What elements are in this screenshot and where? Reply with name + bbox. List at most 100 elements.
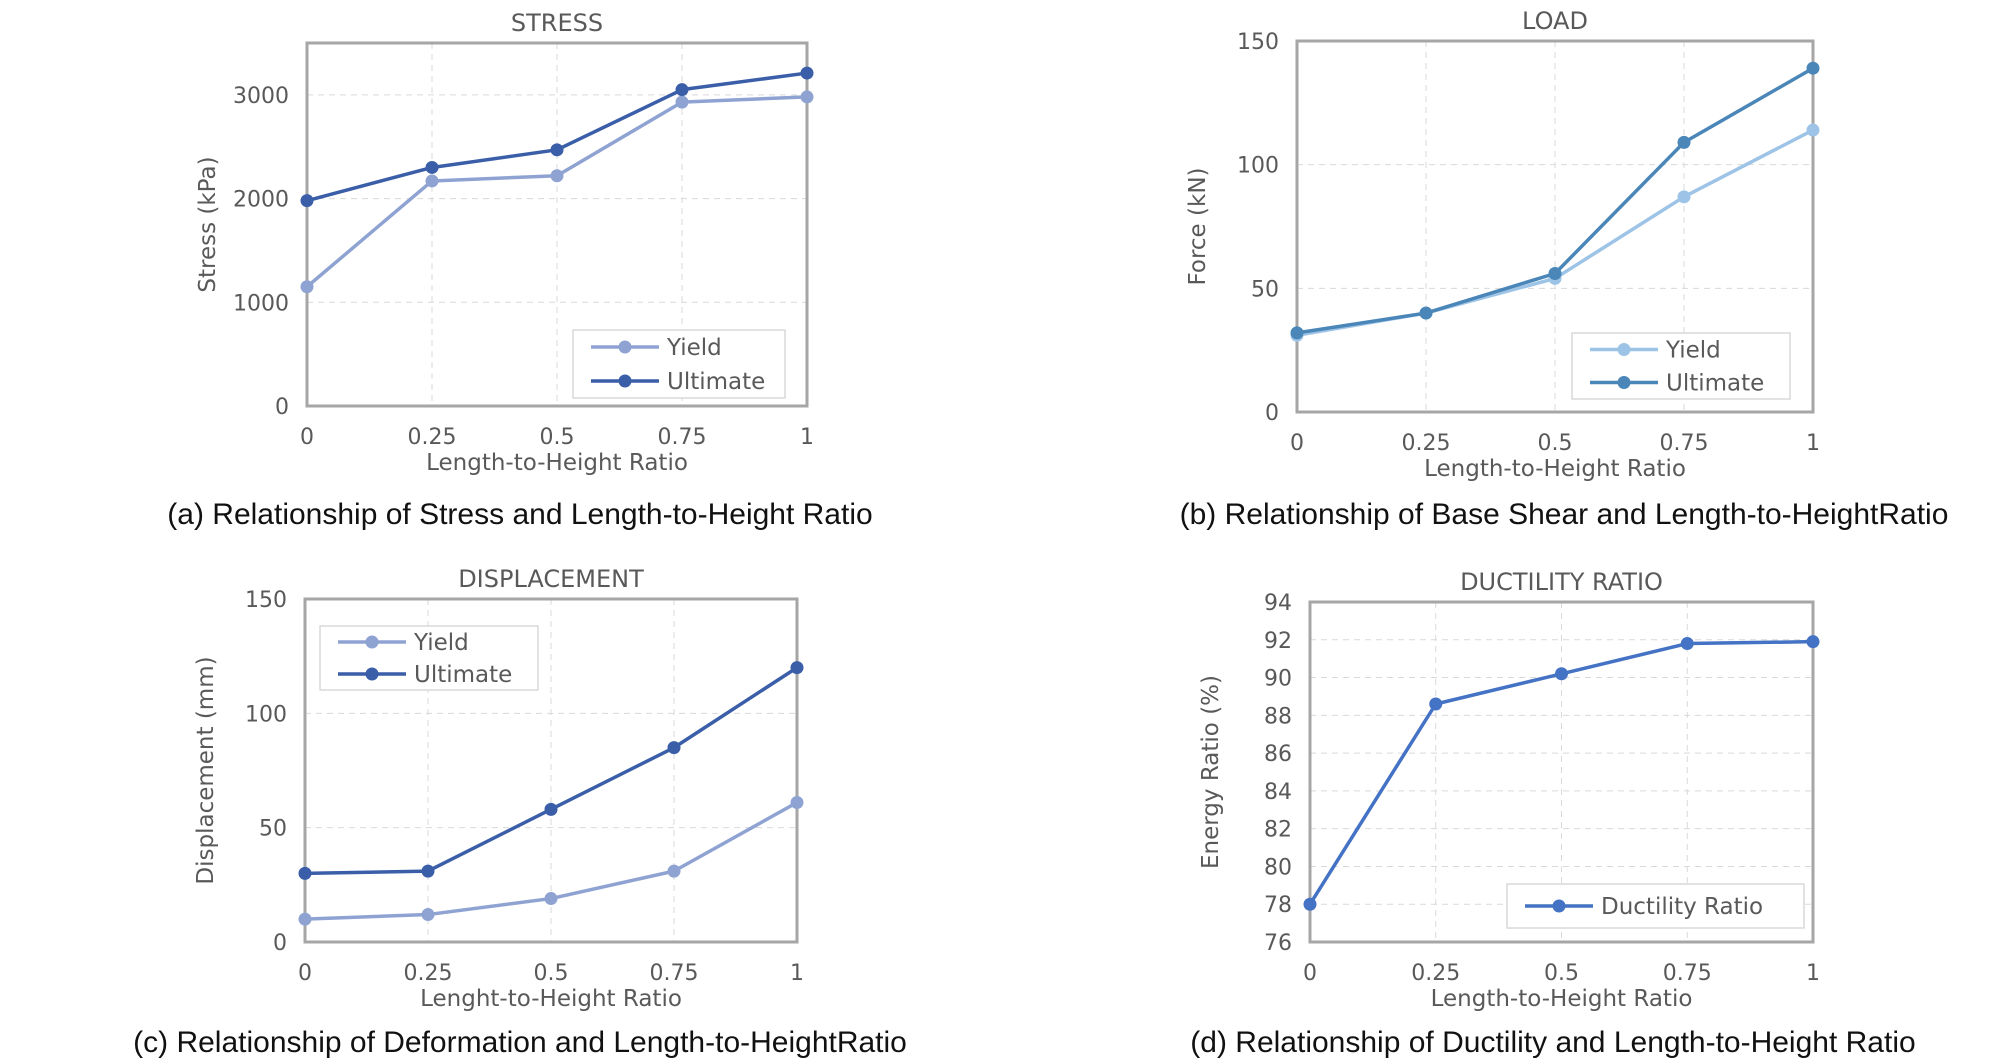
legend-swatch-marker — [365, 667, 379, 681]
chart-panel-b: 0 50 100 150 0 0.25 0.5 0.75 1 LOAD Length-to-Heig… — [1004, 0, 2008, 505]
chart-title: LOAD — [1522, 7, 1588, 35]
y-tick-label: 82 — [1264, 818, 1292, 843]
x-tick-label: 0.5 — [540, 425, 575, 450]
x-axis-label: Length-to-Height Ratio — [1431, 986, 1693, 1012]
y-tick-label: 50 — [259, 817, 287, 842]
y-axis-label: Displacement (mm) — [193, 656, 219, 884]
legend-swatch-marker — [1552, 899, 1566, 913]
y-tick-label: 86 — [1264, 742, 1292, 767]
plot-frame — [305, 41, 809, 408]
legend-box — [1571, 332, 1791, 400]
data-point — [790, 661, 804, 675]
x-tick-label: 0.5 — [534, 961, 569, 986]
x-tick-label: 0.25 — [1411, 961, 1460, 986]
legend-label: Ductility Ratio — [1601, 894, 1763, 920]
y-tick-label: 88 — [1264, 704, 1292, 729]
y-tick-label: 76 — [1264, 931, 1292, 956]
y-tick-label: 90 — [1264, 667, 1292, 692]
legend-label: Ultimate — [667, 369, 765, 395]
data-point — [298, 912, 312, 926]
data-point — [550, 169, 564, 183]
y-tick-label: 3000 — [233, 84, 289, 109]
data-point — [1429, 697, 1443, 711]
y-tick-label: 1000 — [233, 291, 289, 316]
x-tick-label: 0.75 — [658, 425, 707, 450]
data-point — [421, 864, 435, 878]
plot-frame — [1295, 39, 1815, 414]
data-point — [675, 83, 689, 97]
legend-swatch-marker — [618, 340, 632, 354]
y-axis-label: Energy Ratio (%) — [1198, 675, 1224, 869]
data-point — [1419, 306, 1433, 320]
data-point — [1806, 123, 1820, 137]
data-point — [425, 160, 439, 174]
legend-label: Ultimate — [1666, 371, 1764, 397]
y-tick-label: 0 — [275, 395, 289, 420]
data-point — [544, 802, 558, 816]
y-tick-label: 84 — [1264, 780, 1292, 805]
data-point — [1303, 897, 1317, 911]
chart-title: DUCTILITY RATIO — [1460, 568, 1663, 596]
legend-label: Yield — [1665, 338, 1721, 364]
y-tick-label: 0 — [273, 931, 287, 956]
y-tick-label: 80 — [1264, 855, 1292, 880]
x-tick-label: 0.75 — [650, 961, 699, 986]
legend-label: Ultimate — [414, 662, 512, 688]
chart-title: STRESS — [511, 9, 603, 37]
data-point — [1806, 61, 1820, 75]
plot-frame — [1308, 600, 1815, 944]
x-axis-label: Lenght-to-Height Ratio — [420, 986, 682, 1012]
legend-swatch-marker — [618, 374, 632, 388]
y-tick-label: 78 — [1264, 893, 1292, 918]
data-point — [1806, 635, 1820, 649]
x-tick-label: 1 — [790, 961, 804, 986]
legend-box — [319, 625, 539, 691]
legend-box — [572, 329, 786, 399]
legend-label: Yield — [666, 335, 722, 361]
x-tick-label: 0 — [298, 961, 312, 986]
data-point — [300, 194, 314, 208]
y-axis-label: Stress (kPa) — [195, 156, 221, 292]
legend-swatch-marker — [365, 635, 379, 649]
x-tick-label: 0.25 — [408, 425, 457, 450]
data-point — [667, 864, 681, 878]
x-tick-label: 0.25 — [1402, 431, 1451, 456]
y-tick-label: 100 — [245, 702, 287, 727]
x-tick-label: 0.25 — [404, 961, 453, 986]
data-point — [1548, 266, 1562, 280]
y-tick-label: 0 — [1265, 401, 1279, 426]
chart-title: DISPLACEMENT — [458, 565, 644, 593]
legend-swatch-marker — [1617, 376, 1631, 389]
caption-a: (a) Relationship of Stress and Length-to… — [167, 498, 873, 531]
x-tick-label: 0 — [300, 425, 314, 450]
data-point — [667, 741, 681, 755]
chart-displacement: 0 50 100 150 0 0.25 0.5 0.75 1 DISPLACEMENT Lenght… — [193, 565, 804, 1012]
data-point — [800, 66, 814, 80]
y-tick-label: 94 — [1264, 591, 1292, 616]
y-tick-label: 2000 — [233, 188, 289, 213]
x-axis-label: Length-to-Height Ratio — [1424, 456, 1686, 482]
chart-ductility: 76 78 80 82 84 86 88 90 92 94 0 0.25 0.5 0.75 1 DUCTILI… — [1198, 568, 1820, 1012]
data-point — [1680, 637, 1694, 651]
data-point — [550, 143, 564, 157]
x-tick-label: 0.75 — [1660, 431, 1709, 456]
x-tick-label: 0.5 — [1538, 431, 1573, 456]
x-tick-label: 0 — [1303, 961, 1317, 986]
caption-b: (b) Relationship of Base Shear and Lengt… — [1179, 498, 1949, 531]
data-point — [300, 280, 314, 294]
chart-panel-c: 0 50 100 150 0 0.25 0.5 0.75 1 DISPLACEMENT Lenght… — [0, 540, 1004, 1025]
data-point — [544, 892, 558, 906]
legend-label: Yield — [413, 630, 469, 656]
y-tick-label: 100 — [1237, 154, 1279, 179]
data-point — [800, 90, 814, 104]
caption-d: (d) Relationship of Ductility and Length… — [1190, 1026, 1916, 1059]
caption-c: (c) Relationship of Deformation and Leng… — [133, 1026, 907, 1059]
y-tick-label: 150 — [245, 588, 287, 613]
y-tick-label: 150 — [1237, 30, 1279, 55]
x-axis-label: Length-to-Height Ratio — [426, 450, 688, 476]
data-point — [1677, 135, 1691, 149]
x-tick-label: 1 — [1806, 431, 1820, 456]
data-point — [1677, 190, 1691, 204]
chart-panel-d: 76 78 80 82 84 86 88 90 92 94 0 0.25 0.5 0.75 1 DUCTILI… — [1004, 540, 2008, 1025]
plot-frame — [303, 597, 799, 944]
